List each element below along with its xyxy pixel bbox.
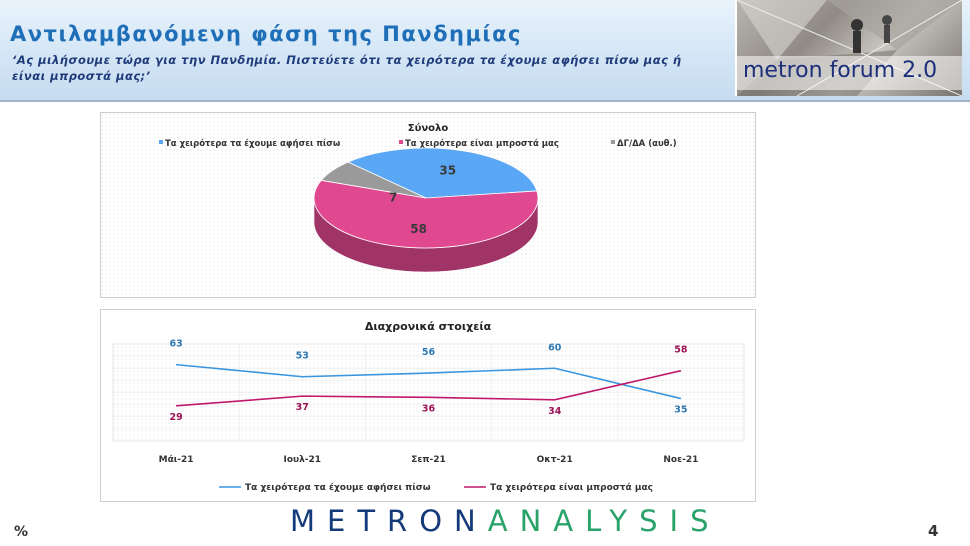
pie-slice <box>313 179 539 249</box>
pie-chart-panel: Σύνολο Τα χειρότερα τα έχουμε αφήσει πίσω… <box>100 112 756 298</box>
pie-legend-label: Τα χειρότερα τα έχουμε αφήσει πίσω <box>165 138 341 149</box>
logo-metron: METRON <box>290 504 488 538</box>
x-tick-label: Σεπ-21 <box>411 455 446 465</box>
line-data-label: 34 <box>548 406 562 417</box>
pie-slice <box>320 161 427 199</box>
page-number: 4 <box>928 522 939 540</box>
forum-banner-image: metron forum 2.0 <box>735 0 962 96</box>
pie-data-label: 7 <box>389 190 397 204</box>
forum-logo-text: metron forum 2.0 <box>743 58 938 83</box>
line-data-label: 37 <box>296 402 309 413</box>
metron-analysis-logo: METRONANALYSIS <box>290 504 721 538</box>
pie-chart: Σύνολο Τα χειρότερα τα έχουμε αφήσει πίσω… <box>101 113 755 297</box>
pie-legend-label: ΔΓ/ΔΑ (αυθ.) <box>617 139 677 149</box>
line-data-label: 56 <box>422 347 436 358</box>
line-data-label: 58 <box>674 345 688 356</box>
pie-slice <box>347 147 538 199</box>
logo-analysis: ANALYSIS <box>487 504 721 538</box>
x-tick-label: Οκτ-21 <box>537 455 573 465</box>
pie-legend-marker <box>611 140 615 144</box>
header-banner: Αντιλαμβανόμενη φάση της Πανδημίας ‘Ας μ… <box>0 0 970 102</box>
pie-title: Σύνολο <box>408 122 449 134</box>
pie-legend-marker <box>159 140 163 144</box>
line-data-label: 60 <box>548 342 562 353</box>
line-data-label: 53 <box>296 351 309 362</box>
pie-data-label: 58 <box>410 222 427 236</box>
series-line <box>176 369 682 407</box>
line-chart: Διαχρονικά στοιχεία Μάι-21 Ιουλ-21 Σεπ-21 Οκ… <box>112 320 745 493</box>
series-line <box>176 363 682 400</box>
line-chart-panel: Διαχρονικά στοιχεία Μάι-21 Ιουλ-21 Σεπ-21 Οκ… <box>100 309 756 502</box>
pie-legend-marker <box>399 140 403 144</box>
line-data-label: 35 <box>674 405 687 416</box>
banner-photo-pattern <box>737 0 962 96</box>
x-tick-label: Ιουλ-21 <box>284 455 322 465</box>
page-title: Αντιλαμβανόμενη φάση της Πανδημίας <box>10 22 522 46</box>
line-legend-label: Τα χειρότερα είναι μπροστά μας <box>490 482 653 493</box>
x-tick-label: Μάι-21 <box>159 455 194 465</box>
line-title: Διαχρονικά στοιχεία <box>365 320 492 333</box>
percent-sign: % <box>14 524 29 540</box>
page-subtitle: ‘Ας μιλήσουμε τώρα για την Πανδημία. Πισ… <box>12 53 682 83</box>
pie-data-label: 35 <box>439 164 456 178</box>
line-data-label: 36 <box>422 403 436 414</box>
x-tick-label: Νοε-21 <box>663 455 698 465</box>
line-data-label: 63 <box>169 339 182 350</box>
line-data-label: 29 <box>169 412 182 423</box>
pie-legend-label: Τα χειρότερα είναι μπροστά μας <box>405 138 559 149</box>
line-legend-label: Τα χειρότερα τα έχουμε αφήσει πίσω <box>245 482 431 493</box>
